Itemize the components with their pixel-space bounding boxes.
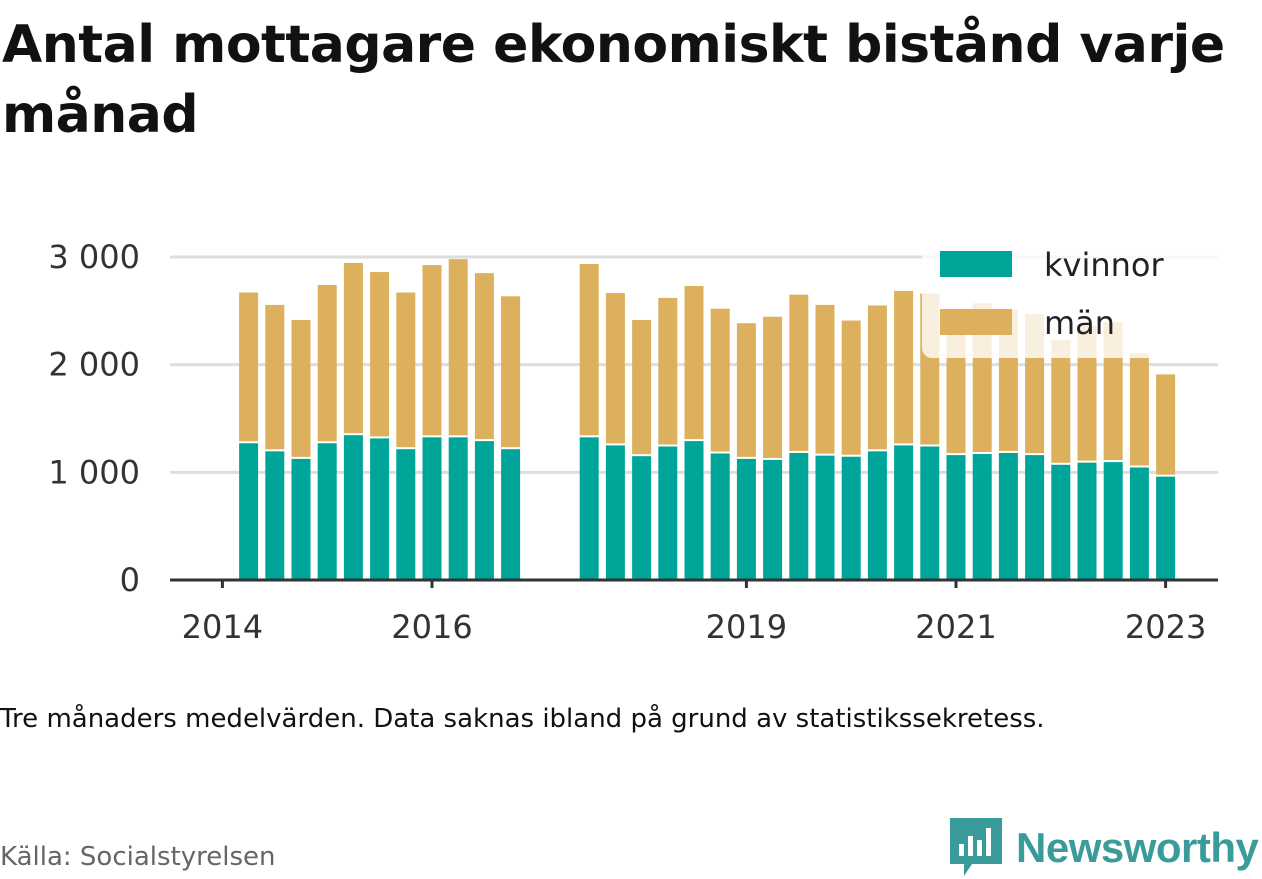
bar-kvinnor (422, 437, 442, 580)
axes: 0 1 000 2 000 3 000 2014 2016 2019 2021 2023 (48, 238, 1218, 646)
bar-kvinnor (684, 441, 704, 580)
chart-bubble-icon (950, 818, 1002, 876)
bar-män (789, 294, 809, 451)
bar-män (343, 262, 363, 434)
bar-män (1051, 339, 1071, 463)
bar-män (815, 304, 835, 454)
bar-män (370, 272, 390, 437)
bar-män (474, 273, 494, 440)
x-tick-label: 2016 (391, 608, 472, 646)
bar-män (579, 263, 599, 436)
bar-kvinnor (239, 443, 259, 580)
bar-kvinnor (265, 451, 285, 580)
bar-kvinnor (370, 438, 390, 580)
bar-kvinnor (396, 449, 416, 580)
bar-kvinnor (1025, 455, 1045, 580)
legend-swatch-män (940, 309, 1012, 335)
bar-kvinnor (763, 459, 783, 580)
bar-män (422, 265, 442, 436)
bar-kvinnor (579, 437, 599, 580)
bar-kvinnor (474, 441, 494, 580)
newsworthy-logo[interactable]: Newsworthy (950, 818, 1259, 878)
bar-kvinnor (815, 455, 835, 580)
legend-label-män: män (1044, 304, 1115, 342)
bar-kvinnor (710, 453, 730, 580)
bar-kvinnor (343, 435, 363, 580)
bar-kvinnor (605, 445, 625, 580)
bar-män (265, 304, 285, 450)
bar-kvinnor (789, 452, 809, 580)
bar-kvinnor (1103, 462, 1123, 580)
bar-män (501, 296, 521, 448)
bar-män (1077, 325, 1097, 461)
bar-män (448, 259, 468, 436)
bar-män (605, 293, 625, 444)
y-tick-label: 2 000 (48, 346, 140, 384)
y-tick-label: 3 000 (48, 238, 140, 276)
bar-kvinnor (1129, 467, 1149, 580)
stacked-bar-chart: 0 1 000 2 000 3 000 2014 2016 2019 2021 2023 kvi… (48, 238, 1220, 646)
bar-män (658, 297, 678, 445)
bar-kvinnor (1077, 462, 1097, 580)
x-tick-label: 2023 (1125, 608, 1206, 646)
legend-label-kvinnor: kvinnor (1044, 246, 1165, 284)
brand-name: Newsworthy (1016, 824, 1259, 871)
bar-män (1129, 353, 1149, 466)
bar-män (763, 316, 783, 458)
bars (239, 259, 1176, 580)
chart-note: Tre månaders medelvärden. Data saknas ib… (0, 704, 1045, 734)
legend-swatch-kvinnor (940, 251, 1012, 277)
bar-kvinnor (946, 455, 966, 580)
x-tick-label: 2014 (182, 608, 263, 646)
bar-kvinnor (894, 445, 914, 580)
x-tick-label: 2019 (706, 608, 787, 646)
bar-kvinnor (841, 456, 861, 580)
bar-män (710, 308, 730, 452)
bar-kvinnor (501, 449, 521, 580)
chart-title: Antal mottagare ekonomiskt bistånd varje… (2, 15, 1225, 145)
bar-kvinnor (1156, 476, 1176, 580)
y-tick-label: 0 (120, 561, 140, 599)
bar-män (841, 320, 861, 455)
bar-män (396, 292, 416, 448)
bar-män (291, 319, 311, 457)
bar-män (684, 286, 704, 440)
source-credit: Källa: Socialstyrelsen (0, 842, 276, 872)
bar-kvinnor (291, 458, 311, 580)
bar-kvinnor (972, 454, 992, 580)
bar-kvinnor (632, 456, 652, 580)
bar-kvinnor (736, 458, 756, 580)
bar-män (736, 323, 756, 457)
bar-män (317, 284, 337, 442)
bar-män (867, 305, 887, 450)
bar-kvinnor (448, 437, 468, 580)
bar-män (239, 292, 259, 442)
bar-män (1156, 374, 1176, 475)
bar-kvinnor (867, 451, 887, 580)
bar-män (632, 319, 652, 455)
bar-män (894, 290, 914, 444)
y-tick-label: 1 000 (48, 453, 140, 491)
x-tick-label: 2021 (915, 608, 996, 646)
bar-kvinnor (998, 452, 1018, 580)
bar-kvinnor (317, 443, 337, 580)
legend: kvinnor män (922, 240, 1220, 358)
bar-kvinnor (1051, 464, 1071, 580)
bar-kvinnor (920, 446, 940, 580)
bar-kvinnor (658, 446, 678, 580)
